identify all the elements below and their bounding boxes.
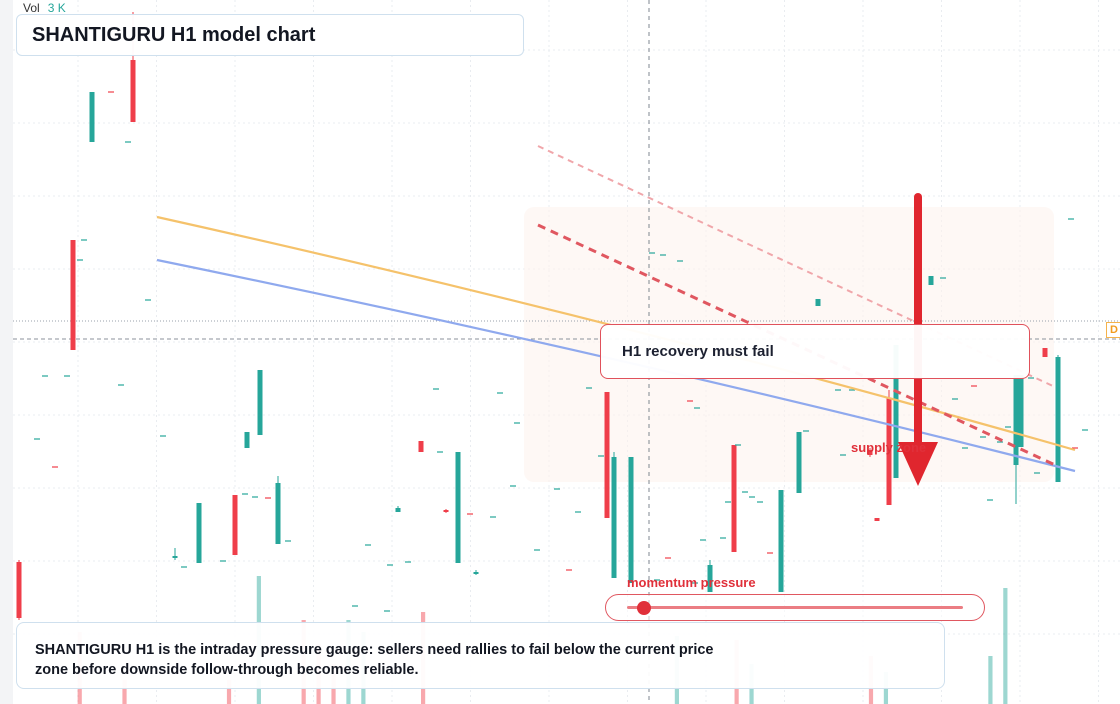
left-strip	[0, 0, 13, 704]
note-text: SHANTIGURU H1 is the intraday pressure g…	[35, 642, 714, 678]
candle-body	[628, 457, 634, 583]
candle-body	[611, 457, 617, 578]
candle-body	[130, 60, 136, 122]
volume-label-text: Vol	[23, 1, 40, 15]
candle-body	[867, 450, 873, 455]
candle-body	[275, 483, 281, 544]
candle-body	[232, 495, 238, 555]
candle-body	[196, 503, 202, 563]
price-level-tag[interactable]: D	[1106, 322, 1120, 338]
chart-title-box: SHANTIGURU H1 model chart	[16, 14, 524, 56]
momentum-gauge-track	[627, 606, 963, 609]
downside-arrow-head	[898, 442, 938, 486]
candle-body	[796, 432, 802, 493]
candle-body	[172, 556, 178, 558]
candle-body	[473, 572, 479, 574]
candle-body	[455, 452, 461, 563]
candle-body	[1018, 375, 1024, 447]
chart-title: SHANTIGURU H1 model chart	[32, 23, 316, 46]
volume-bar	[226, 680, 232, 704]
candle-body	[886, 398, 892, 505]
candle-body	[244, 432, 250, 448]
candle-body	[443, 510, 449, 512]
volume-value: 3 K	[47, 1, 66, 15]
candle-body	[70, 240, 76, 350]
candle-body	[1042, 348, 1048, 357]
recovery-callout: H1 recovery must fail	[600, 324, 1030, 379]
candle-body	[874, 518, 880, 521]
supply-zone-label: supply zone	[851, 440, 927, 455]
candle-body	[928, 276, 934, 285]
note-box: SHANTIGURU H1 is the intraday pressure g…	[16, 622, 945, 689]
candle-body	[16, 562, 22, 618]
momentum-gauge-knob[interactable]	[636, 601, 651, 615]
volume-bar	[988, 656, 993, 704]
candle-body	[89, 92, 95, 142]
candle-body	[815, 299, 821, 306]
candle-body	[1055, 357, 1061, 482]
recovery-callout-text: H1 recovery must fail	[622, 343, 774, 360]
candle-body	[257, 370, 263, 435]
volume-bar	[1003, 588, 1008, 704]
candle-body	[1013, 375, 1019, 465]
candle-body	[731, 445, 737, 552]
candle-body	[395, 508, 401, 512]
candle-body	[604, 392, 610, 518]
volume-bar	[122, 680, 127, 704]
momentum-label: momentum pressure	[627, 575, 756, 590]
candle-body	[893, 345, 899, 478]
candle-body	[778, 490, 784, 592]
volume-label: Vol 3 K	[23, 1, 66, 15]
candle-body	[418, 441, 424, 452]
candle-body	[707, 565, 713, 592]
momentum-gauge[interactable]	[605, 594, 985, 621]
